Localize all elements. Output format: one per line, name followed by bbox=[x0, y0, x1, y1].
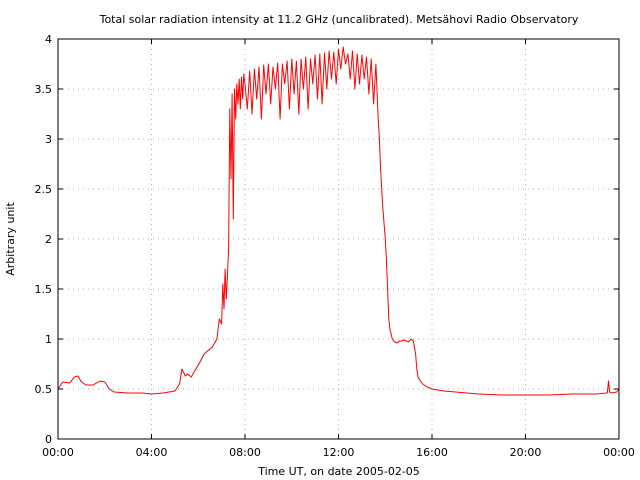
x-axis-label: Time UT, on date 2005-02-05 bbox=[257, 465, 420, 478]
y-tick-label: 2 bbox=[45, 233, 52, 246]
x-tick-label: 12:00 bbox=[323, 446, 355, 459]
y-tick-label: 1.5 bbox=[35, 283, 53, 296]
x-tick-label: 00:00 bbox=[603, 446, 635, 459]
x-tick-label: 08:00 bbox=[229, 446, 261, 459]
grid-lines bbox=[58, 39, 619, 439]
y-tick-label: 0.5 bbox=[35, 383, 53, 396]
series-group bbox=[57, 46, 620, 396]
y-tick-label: 1 bbox=[45, 333, 52, 346]
y-tick-label: 3 bbox=[45, 133, 52, 146]
y-tick-label: 3.5 bbox=[35, 83, 53, 96]
series-line-0 bbox=[57, 46, 620, 396]
plot-frame bbox=[57, 38, 620, 440]
chart-title: Total solar radiation intensity at 11.2 … bbox=[99, 13, 579, 26]
x-tick-label: 20:00 bbox=[510, 446, 542, 459]
y-tick-label: 0 bbox=[45, 433, 52, 446]
axis-ticks: 00:00 04:00 08:00 12:00 16:00 20:00 00:0000.51… bbox=[35, 33, 635, 459]
x-tick-label: 04:00 bbox=[136, 446, 168, 459]
y-tick-label: 2.5 bbox=[35, 183, 53, 196]
x-tick-label: 00:00 bbox=[42, 446, 74, 459]
x-tick-label: 16:00 bbox=[416, 446, 448, 459]
y-tick-label: 4 bbox=[45, 33, 52, 46]
y-axis-label: Arbitrary unit bbox=[4, 202, 17, 276]
